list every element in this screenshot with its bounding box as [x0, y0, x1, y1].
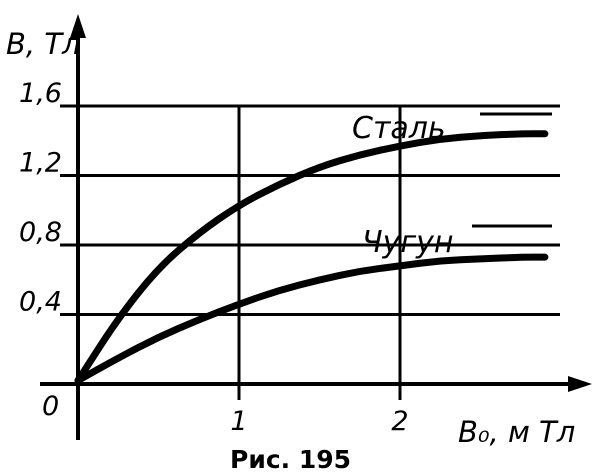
y-tick-label: 1,2 [19, 148, 62, 179]
axes [40, 14, 592, 440]
series-line-cast-iron [74, 253, 549, 385]
tick-labels: 0,4 0,8 1,2 1,6 1 2 [19, 78, 409, 437]
grid [60, 104, 560, 400]
y-tick-label: 0,8 [19, 217, 62, 248]
x-axis-title: B₀, м Тл [458, 415, 575, 449]
x-tick-label: 2 [391, 406, 408, 437]
curves: Сталь Чугун [74, 111, 552, 385]
series-label: Сталь [352, 111, 446, 146]
y-tick-label: 1,6 [19, 78, 62, 109]
figure-caption: Рис. 195 [230, 445, 351, 473]
series-label: Чугун [362, 225, 453, 260]
y-axis-arrow [70, 14, 86, 38]
origin-label: 0 [42, 391, 59, 422]
series-line-steel [74, 130, 549, 385]
y-axis-title: B, Тл [6, 27, 81, 61]
y-tick-label: 0,4 [19, 287, 62, 318]
x-axis-arrow [568, 376, 592, 392]
x-tick-label: 1 [230, 406, 247, 437]
